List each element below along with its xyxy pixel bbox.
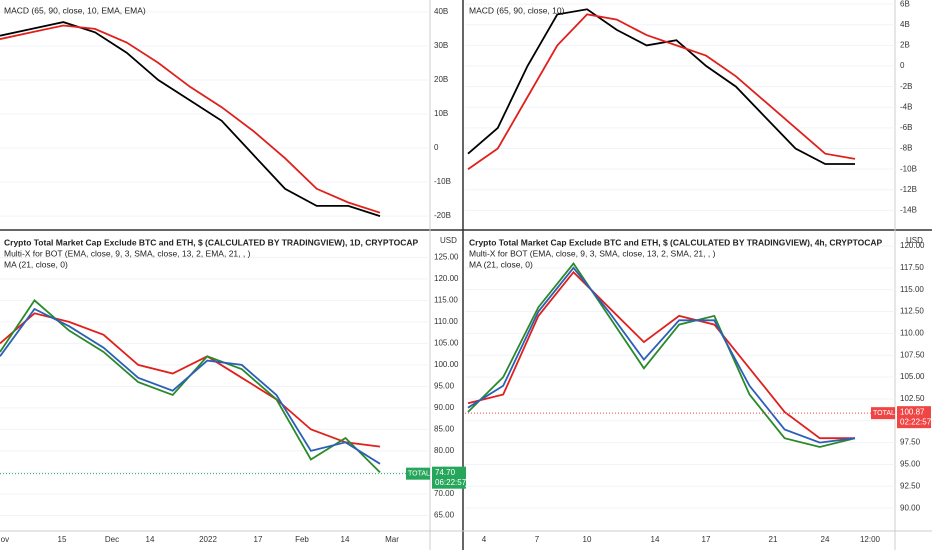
y-tick-label: 97.50 [900,438,921,447]
indicator-line [467,266,856,444]
y-tick-label: 20B [434,75,448,84]
price-tag [897,406,931,429]
y-tick-label: -12B [900,185,917,194]
y-tick-label: 2B [900,40,910,49]
currency-label: USD [906,236,923,245]
x-tick-label: Nov [0,535,9,544]
y-tick-label: 70.00 [434,489,455,498]
y-tick-label: -10B [900,164,917,173]
y-tick-label: -14B [900,206,917,215]
x-tick-label: 17 [702,535,711,544]
x-tick-label: 2022 [199,535,217,544]
x-tick-label: 7 [535,535,540,544]
y-tick-label: 80.00 [434,446,455,455]
y-tick-label: 117.50 [900,263,924,272]
y-tick-label: 115.00 [434,295,458,304]
indicator-line [467,13,856,170]
indicator-line [467,8,855,165]
y-tick-label: 125.00 [434,252,459,261]
indicator-line [0,24,381,214]
symbol-tag [406,467,430,480]
y-tick-label: -10B [434,177,451,186]
y-tick-label: 115.00 [900,285,924,294]
y-tick-label: 4B [900,20,910,29]
legend-text: MACD (65, 90, close, 10, EMA, EMA) [4,5,146,15]
y-tick-label: 0 [434,143,439,152]
x-tick-label: 14 [651,535,660,544]
y-tick-label: 92.50 [900,481,921,490]
symbol-tag [871,407,895,420]
y-tick-label: 110.00 [900,328,924,337]
legend-text: Crypto Total Market Cap Exclude BTC and … [469,237,883,247]
y-tick-label: 120.00 [434,274,459,283]
legend-text: MA (21, close, 0) [469,259,533,269]
y-tick-label: -6B [900,123,912,132]
y-tick-label: 40B [434,7,448,16]
x-tick-label: 21 [769,535,778,544]
x-tick-label: 10 [583,535,592,544]
x-tick-label: Feb [295,535,309,544]
legend-text: Multi-X for BOT (EMA, close, 9, 3, SMA, … [469,248,716,258]
x-tick-label: 14 [341,535,350,544]
x-tick-label: 4 [482,535,487,544]
y-tick-label: 85.00 [434,424,455,433]
legend-text: MACD (65, 90, close, 10) [469,5,565,15]
indicator-line [0,312,381,448]
x-tick-label: 24 [821,535,830,544]
y-tick-label: 95.00 [434,381,455,390]
x-tick-label: 17 [254,535,263,544]
y-tick-label: -4B [900,102,912,111]
y-tick-label: 95.00 [900,460,921,469]
y-tick-label: 0 [900,61,905,70]
price-tag-timer: 02:22:57 [900,417,932,426]
y-tick-label: 120.00 [900,241,925,250]
y-tick-label: -8B [900,144,912,153]
y-tick-label: -20B [434,211,451,220]
y-tick-label: 10B [434,109,448,118]
y-tick-label: 100.00 [434,360,459,369]
x-tick-label: Mar [385,535,399,544]
currency-label: USD [440,236,457,245]
y-tick-label: 110.00 [434,317,458,326]
y-tick-label: 6B [900,0,910,8]
legend-text: MA (21, close, 0) [4,259,68,269]
symbol-tag-text: TOTAL3 [408,471,434,478]
x-tick-label: Dec [105,535,119,544]
legend-text: Multi-X for BOT (EMA, close, 9, 3, SMA, … [4,248,251,258]
y-tick-label: 105.00 [900,372,925,381]
x-tick-label: 15 [58,535,67,544]
indicator-line [0,307,381,465]
legend-text: Crypto Total Market Cap Exclude BTC and … [4,237,419,247]
price-tag-timer: 06:22:57 [435,478,467,487]
price-tag-value: 74.70 [435,468,456,477]
symbol-tag-text: TOTAL3 [873,410,899,417]
y-tick-label: 107.50 [900,350,925,359]
price-tag [432,466,466,489]
y-tick-label: -2B [900,82,912,91]
y-tick-label: 90.00 [900,503,921,512]
price-tag-value: 100.87 [900,407,925,416]
y-tick-label: 105.00 [434,338,459,347]
indicator-line [0,21,381,217]
y-tick-label: 90.00 [434,403,455,412]
indicator-line [467,261,856,448]
x-tick-label: 12:00 [860,535,881,544]
y-tick-label: 65.00 [434,510,455,519]
y-tick-label: 30B [434,41,448,50]
indicator-line [467,270,855,440]
x-tick-label: 14 [146,535,155,544]
y-tick-label: 112.50 [900,307,924,316]
y-tick-label: 102.50 [900,394,925,403]
